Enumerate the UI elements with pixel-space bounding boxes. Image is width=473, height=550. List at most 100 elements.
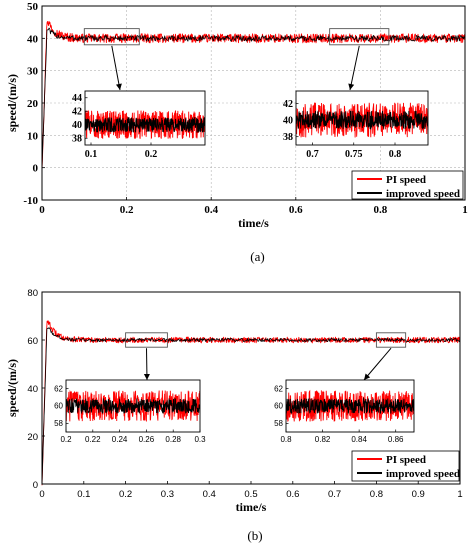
y-tick-label: -10 [23, 195, 38, 207]
x-tick-label: 1 [462, 204, 468, 216]
legend-box [351, 170, 464, 200]
x-tick-label: 0.2 [120, 204, 134, 216]
inset-x-tick-label: 0.8 [280, 435, 292, 444]
inset-x-tick-label: 0.2 [60, 435, 72, 444]
zoom-arrow-head [364, 373, 371, 380]
x-tick-label: 0.3 [161, 489, 174, 500]
inset-x-tick-label: 0.3 [194, 435, 206, 444]
zoom-arrow [349, 45, 360, 91]
zoom-arrow-head [143, 373, 150, 380]
y-axis-label: speed/(m/s) [5, 74, 19, 132]
figure-caption: (b) [247, 528, 262, 543]
inset-traces [286, 389, 414, 422]
inset-frame [84, 90, 206, 146]
chart-b: 0 0.1 0.2 0.3 0.4 0.5 0.6 0.7 0.8 0.9 1 0 20 40 60 80 ti… [5, 288, 463, 543]
legend-box [351, 450, 460, 482]
y-axis-label: speed/(m/s) [5, 359, 19, 417]
series-line-pi-speed [41, 20, 466, 170]
x-axis-label: time/s [236, 500, 267, 514]
y-tick-label: 10 [27, 130, 39, 142]
inset-y-tick-label: 42 [283, 99, 293, 110]
chart-a: 0 0.2 0.4 0.6 0.8 1-1001020304050time/sspeed/… [5, 1, 468, 264]
inset-traces [296, 102, 428, 138]
inset-y-tick-label: 40 [283, 115, 293, 126]
y-tick-label: 30 [27, 66, 39, 78]
inset-x-tick-label: 0.2 [145, 149, 158, 160]
y-tick-label: 50 [27, 1, 39, 13]
legend-label-improved-speed: improved speed [386, 188, 460, 200]
y-tick-label: 0 [33, 480, 38, 491]
legend-label-improved-speed: improved speed [386, 468, 460, 480]
inset-y-tick-label: 38 [72, 134, 82, 145]
y-tick-label: 60 [27, 336, 38, 347]
inset-x-tick-label: 0.82 [315, 435, 331, 444]
x-tick-label: 0.4 [203, 489, 216, 500]
legend-label-pi-speed: PI speed [386, 174, 426, 186]
zoom-box [329, 28, 390, 46]
zoom-box [125, 332, 168, 348]
inset-x-tick-label: 0.75 [345, 149, 363, 160]
zoom-arrow [363, 347, 392, 381]
y-tick-label: 80 [27, 288, 38, 299]
series-line-improved-speed [41, 27, 466, 169]
inset-2: 0.7 0.75 0.8 38 40 42 [283, 90, 429, 160]
legend: PI speed improved speed [351, 450, 460, 482]
y-tick-label: 20 [27, 432, 38, 443]
inset-x-tick-label: 0.86 [388, 435, 404, 444]
y-tick-label: 0 [33, 163, 39, 175]
inset-1: 0.1 0.2 38 40 42 44 [72, 90, 206, 160]
inset-y-tick-label: 40 [72, 120, 82, 131]
zoom-arrow-head [115, 83, 122, 90]
x-tick-label: 0.5 [244, 489, 257, 500]
inset-series-line-improved-speed [286, 396, 414, 415]
zoom-box [375, 332, 407, 348]
inset-y-tick-label: 42 [72, 107, 82, 118]
zoom-box [83, 28, 140, 46]
y-tick-label: 40 [27, 384, 38, 395]
inset-x-tick-label: 0.26 [139, 435, 155, 444]
figure-caption: (a) [250, 249, 264, 264]
inset-y-tick-label: 58 [274, 419, 283, 428]
inset-y-tick-label: 60 [274, 402, 283, 411]
x-tick-label: 0.2 [119, 489, 132, 500]
inset-series-line-improved-speed [66, 398, 200, 414]
inset-2: 0.8 0.82 0.84 0.86 58 60 62 [274, 379, 415, 444]
x-tick-label: 1 [457, 489, 462, 500]
inset-traces [66, 390, 200, 422]
x-tick-label: 0.6 [289, 204, 303, 216]
legend: PI speed improved speed [351, 170, 464, 200]
inset-y-tick-label: 44 [72, 93, 82, 104]
x-tick-label: 0.8 [374, 204, 388, 216]
inset-frame [295, 90, 429, 146]
inset-y-tick-label: 58 [54, 419, 63, 428]
inset-series-line-pi-speed [66, 390, 200, 422]
inset-y-tick-label: 38 [283, 132, 293, 143]
inset-x-tick-label: 0.7 [306, 149, 319, 160]
inset-y-tick-label: 60 [54, 402, 63, 411]
y-tick-label: 40 [27, 33, 39, 45]
x-axis-label: time/s [238, 216, 269, 230]
inset-1: 0.2 0.22 0.24 0.26 0.28 0.3 58 60 62 [54, 379, 206, 444]
legend-label-pi-speed: PI speed [386, 454, 426, 466]
x-tick-label: 0.9 [412, 489, 425, 500]
x-tick-label: 0.8 [370, 489, 383, 500]
inset-x-tick-label: 0.8 [389, 149, 402, 160]
x-tick-label: 0.1 [77, 489, 90, 500]
inset-series-line-improved-speed [85, 116, 205, 133]
inset-x-tick-label: 0.22 [85, 435, 101, 444]
series-line-improved-speed [41, 327, 461, 485]
zoom-arrow-head [348, 83, 355, 90]
inset-x-tick-label: 0.28 [165, 435, 181, 444]
inset-x-tick-label: 0.24 [112, 435, 128, 444]
inset-series-line-pi-speed [286, 389, 414, 422]
inset-x-tick-label: 0.1 [85, 149, 98, 160]
inset-series-line-improved-speed [296, 110, 428, 130]
x-tick-label: 0.6 [286, 489, 299, 500]
x-tick-label: 0.7 [328, 489, 341, 500]
inset-traces [85, 109, 205, 140]
inset-y-tick-label: 62 [54, 384, 63, 393]
y-tick-label: 20 [27, 98, 39, 110]
series-line-pi-speed [41, 320, 461, 486]
x-tick-label: 0.4 [204, 204, 218, 216]
